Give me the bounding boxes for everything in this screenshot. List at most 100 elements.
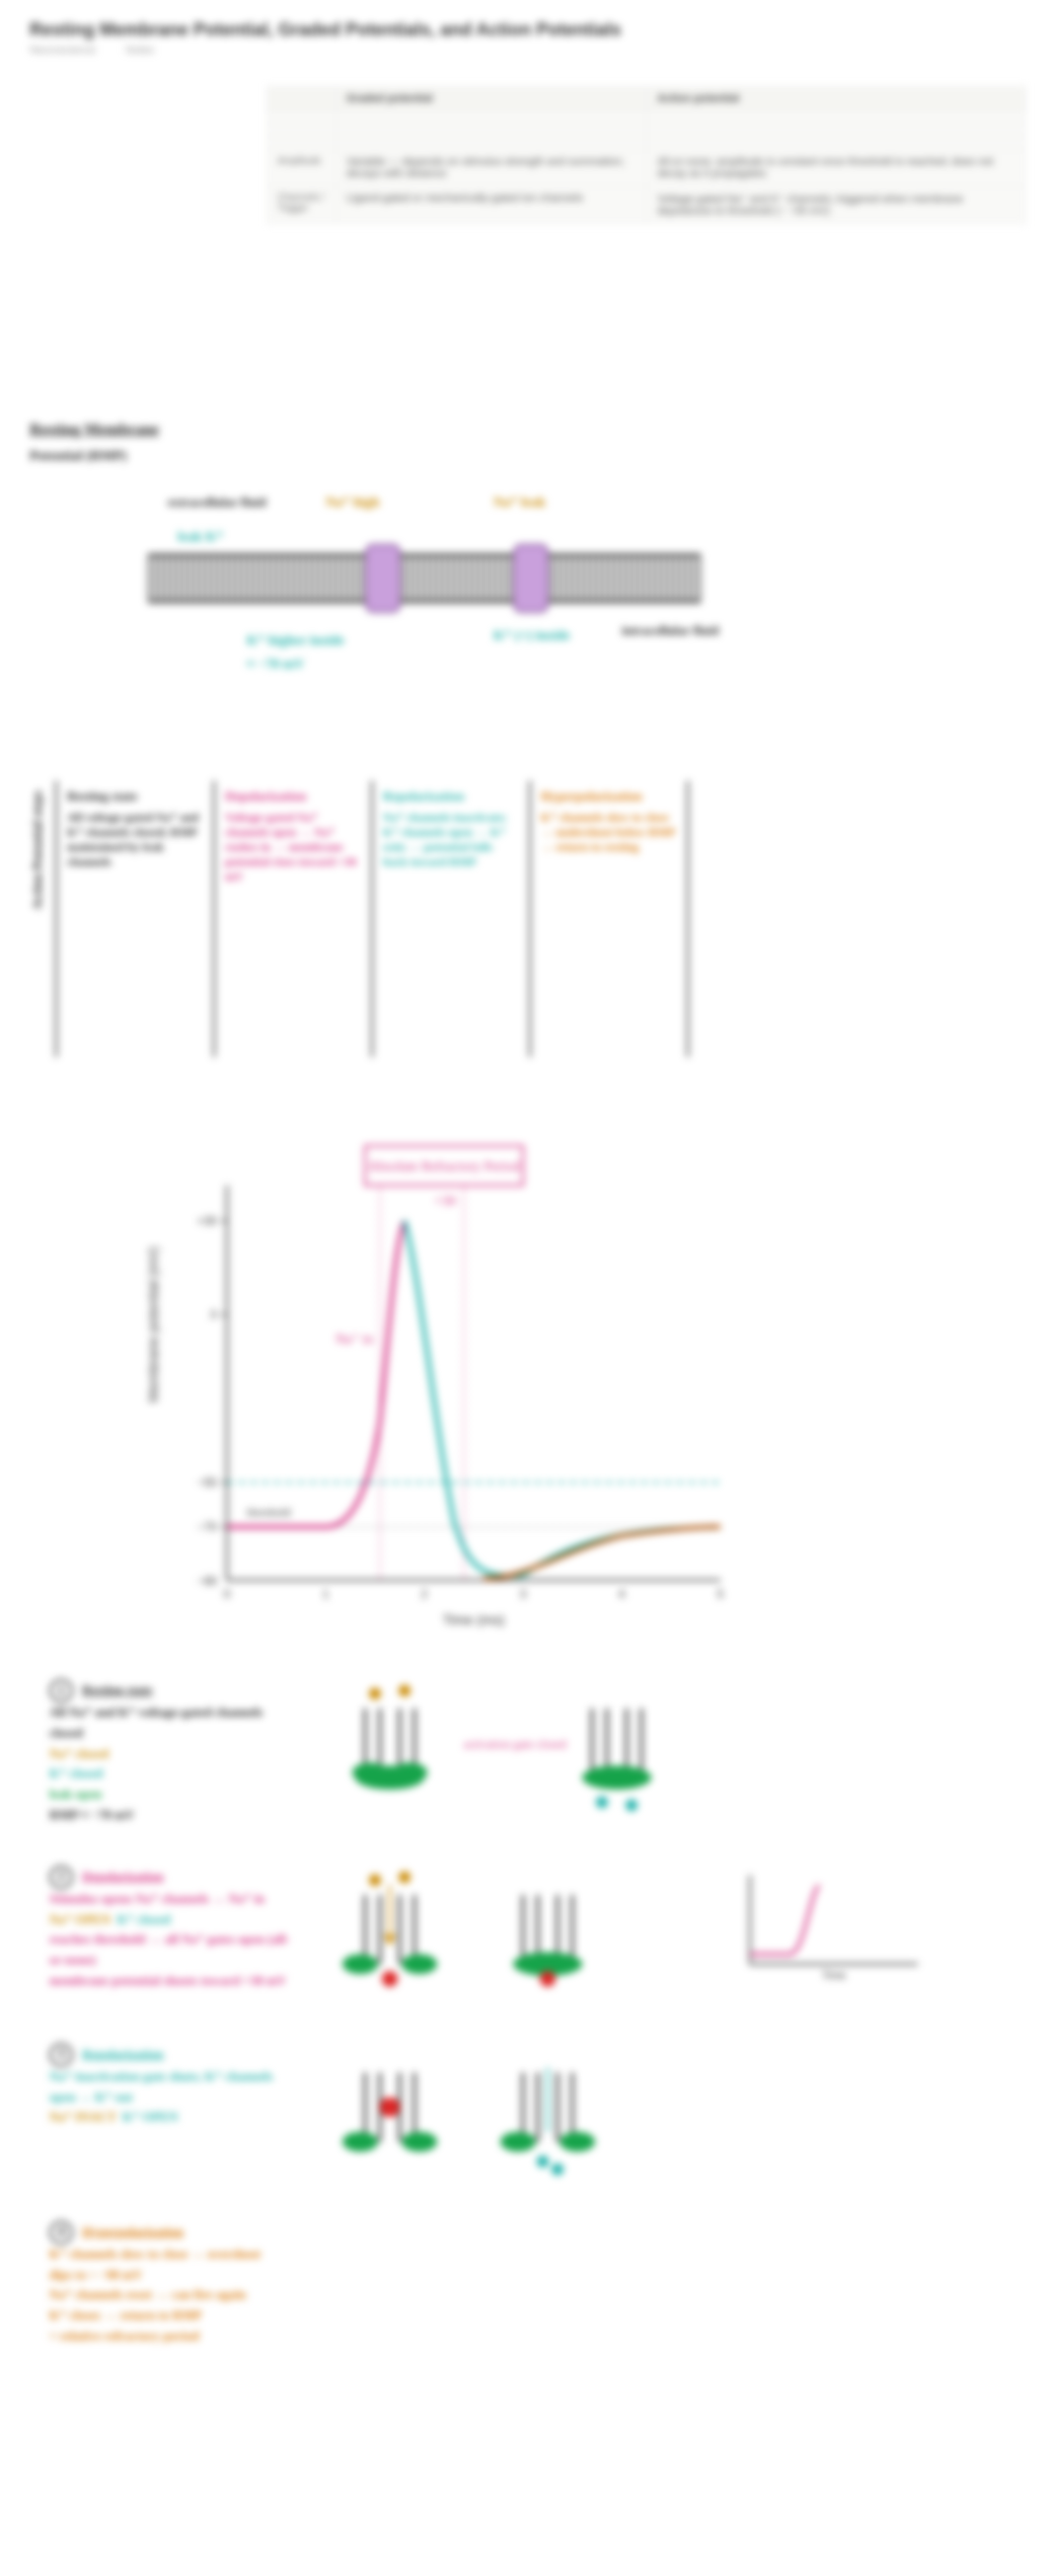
phase-title: Repolarization — [383, 789, 519, 804]
svg-text:4: 4 — [619, 1587, 626, 1601]
state-number: 2 — [49, 1865, 73, 1889]
channel-icon — [365, 544, 401, 613]
phase-title: Depolarization — [225, 789, 361, 804]
state-line: K⁺ closes → return to RMP — [49, 2306, 296, 2326]
table-row — [267, 112, 1026, 124]
state-line: All Na⁺ and K⁺ voltage-gated channels cl… — [49, 1703, 296, 1744]
k-plus-label: K⁺ (+) inside — [493, 628, 570, 644]
state-line: reaches threshold → all Na⁺ gates open (… — [49, 1930, 296, 1971]
na-channel-open — [342, 1871, 437, 1987]
phase-col: Hyperpolarization K⁺ channels slow to cl… — [531, 781, 689, 1057]
table-corner — [267, 87, 337, 112]
svg-text:−70: −70 — [197, 1520, 218, 1534]
svg-text:−90: −90 — [197, 1574, 218, 1588]
state-line: RMP ≈ −70 mV — [49, 1805, 296, 1826]
phase-body: K⁺ channels slow to close → undershoot b… — [541, 810, 677, 855]
svg-text:2: 2 — [421, 1587, 428, 1601]
table-row — [267, 137, 1026, 150]
membrane-bilayer — [148, 554, 701, 603]
table-body: AmplitudeVariable — depends on stimulus … — [267, 112, 1026, 224]
k-channel-closed — [513, 1895, 582, 1987]
phase-col: Resting state All voltage-gated Na⁺ and … — [57, 781, 215, 1057]
state-title: Resting state — [82, 1683, 152, 1698]
meta-course: Neuroscience — [30, 44, 96, 56]
state-row: 1 Resting state All Na⁺ and K⁺ voltage-g… — [49, 1679, 999, 1826]
peak-label: +30 — [434, 1194, 456, 1209]
state-number: 3 — [49, 2043, 73, 2067]
state-row: 4 Hyperpolarization K⁺ channels slow to … — [49, 2221, 999, 2347]
phase-title: Resting state — [67, 789, 203, 804]
state-line: leak open — [49, 1784, 296, 1805]
svg-text:5: 5 — [717, 1587, 724, 1601]
page-meta: Neuroscience Notes — [30, 44, 1018, 56]
svg-text:−55: −55 — [197, 1476, 218, 1489]
state-title: Hyperpolarization — [82, 2224, 184, 2238]
page-header: Resting Membrane Potential, Graded Poten… — [0, 0, 1048, 66]
channel-states: 1 Resting state All Na⁺ and K⁺ voltage-g… — [30, 1679, 1018, 2347]
repol-curve — [405, 1221, 720, 1576]
state-notes: 3 Repolarization Na⁺ inactivation gate s… — [49, 2043, 296, 2128]
phase-body: Voltage-gated Na⁺ channels open → Na⁺ ru… — [225, 810, 361, 884]
comparison-table: Graded potential Action potential Amplit… — [266, 86, 1026, 224]
svg-text:3: 3 — [520, 1587, 527, 1601]
table-row: AmplitudeVariable — depends on stimulus … — [267, 150, 1026, 187]
channel-icon — [513, 544, 549, 613]
state-title: Repolarization — [82, 2046, 163, 2061]
state-line: Na⁺ INACT — [49, 2109, 116, 2124]
channel-diagram — [326, 2043, 701, 2181]
table-row: Channels / TriggerLigand-gated or mechan… — [267, 187, 1026, 224]
k-channel-open — [500, 2068, 595, 2175]
na-out-label: Na⁺ high — [326, 494, 379, 511]
ap-graph-svg: Absolute Refractory Period +30 0 −55 −70… — [128, 1126, 760, 1639]
svg-text:+30: +30 — [197, 1214, 218, 1228]
state-number: 1 — [49, 1679, 73, 1703]
channel-diagram: activation gate closed — [326, 1679, 701, 1817]
hyper-curve — [484, 1527, 720, 1578]
ap-graph: Absolute Refractory Period +30 0 −55 −70… — [128, 1126, 760, 1639]
state-line: Na⁺ channels reset → can fire again — [49, 2285, 296, 2306]
state-line: K⁺ OPEN — [122, 2109, 178, 2124]
table-row — [267, 124, 1026, 137]
state-title: Depolarization — [82, 1868, 163, 1883]
membrane-title: Resting Membrane — [30, 421, 1018, 439]
leak-k-label: leak K⁺ — [178, 529, 224, 546]
phase-col: Depolarization Voltage-gated Na⁺ channel… — [215, 781, 373, 1057]
phase-col: Repolarization Na⁺ channels inactivate; … — [373, 781, 531, 1057]
x-ticks: 0 1 2 3 4 5 — [224, 1587, 724, 1601]
table-header-row: Graded potential Action potential — [267, 87, 1026, 112]
channel-diagram — [326, 1865, 701, 2004]
k-channel-closed — [582, 1708, 651, 1811]
intracellular-label: intracellular fluid — [622, 623, 718, 639]
phase-title: Hyperpolarization — [541, 789, 677, 804]
state-row: 2 Depolarization Stimulus opens Na⁺ chan… — [49, 1865, 999, 2004]
threshold-text: threshold — [247, 1505, 291, 1519]
state-line: K⁺ closed — [117, 1912, 171, 1927]
na-channel-closed — [352, 1685, 427, 1789]
na-in-label: Na⁺ in — [336, 1332, 373, 1347]
svg-text:1: 1 — [323, 1587, 330, 1601]
phase-body: All voltage-gated Na⁺ and K⁺ channels cl… — [67, 810, 203, 870]
diagram-label: activation gate closed — [464, 1737, 566, 1751]
state-line: K⁺ closed — [49, 1764, 296, 1784]
state-notes: 4 Hyperpolarization K⁺ channels slow to … — [49, 2221, 296, 2347]
state-line: membrane potential shoots toward +30 mV — [49, 1971, 296, 1992]
state-line: dips to ~ −90 mV — [49, 2265, 296, 2286]
col-action: Action potential — [646, 87, 1025, 112]
na-leak-label: Na⁺ leak — [493, 494, 546, 511]
state-notes: 1 Resting state All Na⁺ and K⁺ voltage-g… — [49, 1679, 296, 1826]
state-row: 3 Repolarization Na⁺ inactivation gate s… — [49, 2043, 999, 2181]
state-notes: 2 Depolarization Stimulus opens Na⁺ chan… — [49, 1865, 296, 1992]
x-axis-label: Time (ms) — [443, 1612, 504, 1628]
y-ticks: +30 0 −55 −70 −90 — [197, 1214, 227, 1588]
meta-type: Notes — [125, 44, 154, 56]
state-line: = relative refractory period — [49, 2326, 296, 2347]
extracellular-label: extracellular fluid — [168, 494, 266, 510]
state-line: Na⁺ closed — [49, 1744, 296, 1765]
k-inside-label: K⁺ higher inside — [247, 633, 344, 649]
page-title: Resting Membrane Potential, Graded Poten… — [30, 20, 1018, 40]
refractory-label: Absolute Refractory Period — [368, 1160, 520, 1174]
membrane-diagram: extracellular fluid Na⁺ high Na⁺ leak le… — [30, 475, 1018, 731]
na-channel-inactivated — [342, 2073, 437, 2152]
y-axis-label: Membrane potential (mV) — [145, 1247, 161, 1402]
state-line: Na⁺ OPEN — [49, 1912, 111, 1927]
